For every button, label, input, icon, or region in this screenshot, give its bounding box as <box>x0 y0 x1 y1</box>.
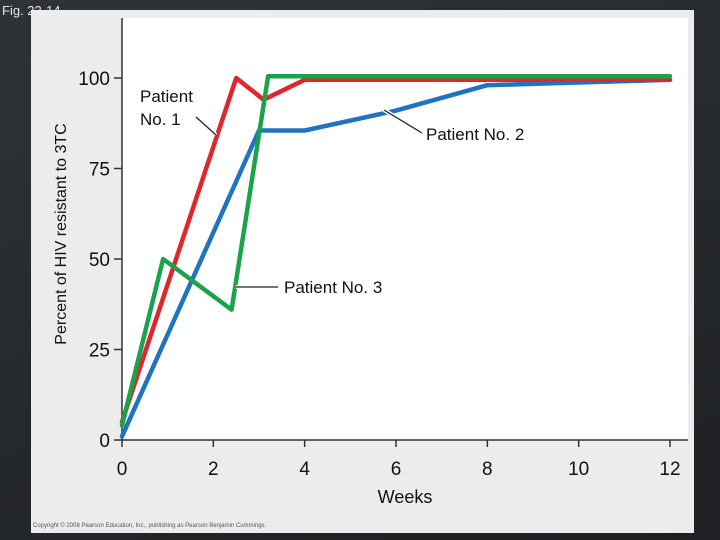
x-tick-label: 10 <box>568 459 589 480</box>
callout-label: Patient No. 2 <box>426 125 524 144</box>
callout-label: Patient <box>140 87 193 106</box>
y-tick-label: 0 <box>99 431 110 452</box>
callout-leader <box>383 109 423 134</box>
x-tick-label: 8 <box>482 459 493 480</box>
y-tick-label: 50 <box>89 250 110 271</box>
y-axis-label: Percent of HIV resistant to 3TC <box>53 123 70 344</box>
callout-label: Patient No. 3 <box>284 278 382 297</box>
callout-leader <box>195 116 217 136</box>
x-tick-label: 6 <box>391 459 402 480</box>
x-tick-label: 2 <box>208 459 219 480</box>
y-tick-label: 100 <box>78 69 110 90</box>
x-tick-label: 12 <box>659 459 680 480</box>
series-line-patient-no-2 <box>119 77 673 439</box>
callout-label: No. 1 <box>140 110 181 129</box>
y-tick-label: 25 <box>89 341 110 362</box>
x-axis-label: Weeks <box>378 487 433 507</box>
y-tick-label: 75 <box>89 160 110 181</box>
x-tick-label: 0 <box>117 459 128 480</box>
series-line-patient-no-3 <box>119 73 673 428</box>
copyright-text: Copyright © 2008 Pearson Education, Inc.… <box>33 523 267 529</box>
x-tick-label: 4 <box>299 459 310 480</box>
